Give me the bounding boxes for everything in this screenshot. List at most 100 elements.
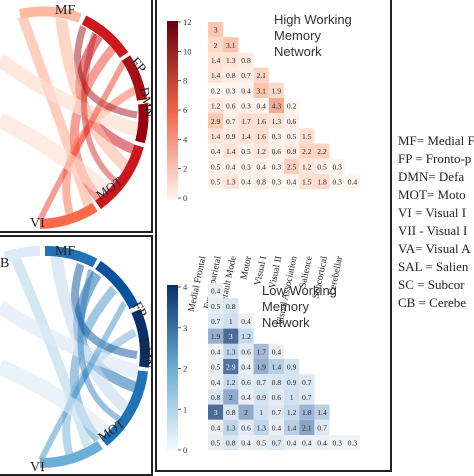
- heatmap-high-cell: [268, 174, 284, 190]
- heatmap-high-cell: [329, 174, 345, 190]
- heatmap-low-cell-value: 0.4: [241, 363, 251, 372]
- heatmap-high-cell: [238, 67, 254, 83]
- heatmap-low-cell: [223, 374, 239, 390]
- heatmap-low-cell: [208, 419, 224, 435]
- heatmap-high-cell-value: 1.2: [211, 102, 221, 111]
- heatmap-low-cell: [238, 374, 254, 390]
- heatmap-high-cell-value: 1.6: [256, 132, 266, 141]
- heatmap-high-cell-value: 1.2: [302, 162, 312, 171]
- heatmap-high-cell: [314, 174, 330, 190]
- heatmap-low-cell: [208, 404, 224, 420]
- heatmap-low-cell: [208, 298, 224, 314]
- region-label: Motor: [239, 254, 254, 280]
- heatmap-high-cell: [284, 143, 300, 159]
- legend-item: MOT= Moto: [398, 187, 466, 202]
- heatmap-high-cell-value: 0.5: [241, 147, 251, 156]
- heatmap-low-cell: [253, 359, 269, 375]
- heatmap-low-cell: [284, 374, 300, 390]
- heatmap-high-cell-value: 0.8: [256, 178, 266, 187]
- heatmap-low-cell-value: 0.7: [211, 317, 221, 326]
- heatmap-low-cell: [268, 404, 284, 420]
- heatmap-low-cell: [314, 419, 330, 435]
- heatmap-high-cell: [238, 128, 254, 144]
- colorbar-high-tick-label: 10: [183, 46, 192, 56]
- heatmap-high-cell-value: 1.6: [256, 117, 266, 126]
- heatmap-high-cell-value: 1.4: [211, 71, 221, 80]
- heatmap-high-cell-value: 0.6: [287, 117, 297, 126]
- heatmap-low-cell: [238, 313, 254, 329]
- heatmap-low-cell: [223, 359, 239, 375]
- heatmap-high-cell-value: 0.4: [256, 102, 266, 111]
- heatmap-high-title-line3: Network: [274, 44, 322, 59]
- legend-item: SAL = Salien: [398, 259, 469, 274]
- heatmap-high-title-line1: High Working: [274, 12, 352, 27]
- heatmap-low-title-line3: Network: [262, 315, 310, 330]
- heatmap-high-cell: [284, 174, 300, 190]
- heatmap-high-cell-value: 0.4: [241, 178, 251, 187]
- colorbar-low-tick-label: 1: [183, 404, 187, 414]
- heatmap-high-cell: [299, 174, 315, 190]
- heatmap-low-cell: [208, 435, 224, 451]
- chord-low-label-b: B: [0, 256, 9, 271]
- heatmap-low-cell-value: 1.3: [256, 423, 266, 432]
- legend-item: FP = Fronto-p: [398, 151, 472, 166]
- heatmap-high-cell: [253, 82, 269, 98]
- heatmap-low-cell-value: 0.8: [226, 408, 236, 417]
- heatmap-low-cell: [344, 435, 360, 451]
- heatmap-high-cell: [208, 98, 224, 114]
- heatmap-low-cell-value: 1: [259, 408, 263, 417]
- heatmap-low-cell: [299, 435, 315, 451]
- heatmap-high-cell: [238, 158, 254, 174]
- heatmap-high-cell: [253, 67, 269, 83]
- chord-high-svg: MF FP DMN MOT VI: [0, 3, 151, 231]
- heatmap-high-cell: [268, 143, 284, 159]
- heatmap-low-cell-value: 0.4: [272, 347, 282, 356]
- heatmap-high-cell: [238, 143, 254, 159]
- heatmap-low-cell: [238, 435, 254, 451]
- heatmap-high-cell-value: 1.3: [272, 117, 282, 126]
- heatmap-high-cell: [268, 128, 284, 144]
- chord-high-label-mf: MF: [55, 3, 75, 18]
- heatmap-low-cell-value: 0.3: [348, 439, 358, 448]
- chord-low-label-mf: MF: [55, 244, 75, 259]
- heatmap-low-cell: [223, 404, 239, 420]
- heatmap-high-cell: [253, 98, 269, 114]
- heatmap-high-cell-value: 1.7: [241, 117, 251, 126]
- chord-ribbons-low: [0, 255, 140, 459]
- heatmap-low-cell: [238, 419, 254, 435]
- heatmap-low-cell-value: 0.8: [226, 439, 236, 448]
- colorbar-high-tick-label: 4: [183, 134, 188, 144]
- heatmap-low-cell-value: 0.4: [317, 439, 327, 448]
- colorbar-high-tick-label: 12: [183, 17, 192, 27]
- heatmap-low-cell-value: 0.5: [211, 302, 221, 311]
- heatmap-low-cell: [253, 374, 269, 390]
- heatmap-high-cell-value: 0.5: [317, 162, 327, 171]
- heatmap-high-cell: [208, 82, 224, 98]
- colorbar-high-tick-label: 2: [183, 164, 187, 174]
- heatmap-high-cell-value: 1.4: [211, 56, 221, 65]
- heatmap-low-cell: [223, 298, 239, 314]
- heatmap-low-cell: [238, 404, 254, 420]
- heatmap-high-cell-value: 0.6: [226, 102, 236, 111]
- heatmap-low-title-line2: Memory: [262, 299, 309, 314]
- heatmap-low-cell: [238, 343, 254, 359]
- heatmap-high-cell-value: 0.3: [332, 178, 342, 187]
- legend-item: VI = Visual I: [398, 205, 467, 220]
- heatmap-low-cell-value: 1.4: [272, 363, 282, 372]
- colorbar-low-tick-label: 2: [183, 364, 187, 374]
- heatmap-high-cell: [284, 113, 300, 129]
- heatmap-low-cell: [238, 359, 254, 375]
- heatmap-low-cell-value: 0.7: [317, 423, 327, 432]
- heatmap-high-cell: [223, 128, 239, 144]
- heatmap-high-cell-value: 2.5: [287, 162, 297, 171]
- heatmap-high-cell: [223, 37, 239, 53]
- heatmap-high-cell-value: 2.9: [211, 117, 221, 126]
- heatmap-low-cell: [208, 374, 224, 390]
- heatmap-low-cell-value: 1.2: [226, 378, 236, 387]
- heatmap-high-cell-value: 0.7: [226, 117, 236, 126]
- heatmap-high-cell-value: 1.5: [302, 178, 312, 187]
- heatmap-low-cell: [284, 389, 300, 405]
- heatmap-low-cell-value: 0.4: [211, 423, 221, 432]
- chord-low-label-fp: FP: [129, 300, 150, 321]
- heatmap-low-cell-value: 0.8: [211, 393, 221, 402]
